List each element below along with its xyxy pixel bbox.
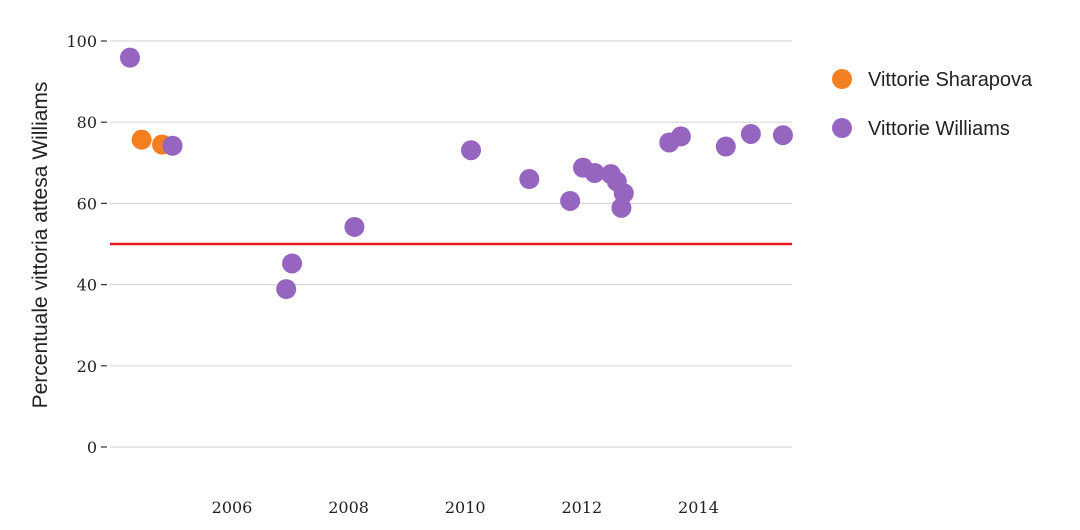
- legend: Vittorie Sharapova Vittorie Williams: [832, 69, 1033, 140]
- point-sharapova-0[interactable]: [131, 129, 152, 150]
- legend-label-williams: Vittorie Williams: [868, 118, 1010, 140]
- y-tick-label-80: 80: [77, 113, 97, 132]
- y-tick-label-100: 100: [66, 32, 97, 51]
- x-axis-ticks: 2006 2008 2010 2012 2014: [212, 498, 719, 517]
- point-williams-15[interactable]: [670, 126, 691, 147]
- y-axis-ticks: 0 20 40 60 80 100: [66, 32, 107, 457]
- legend-label-sharapova: Vittorie Sharapova: [868, 69, 1033, 91]
- point-williams-7[interactable]: [560, 190, 581, 211]
- point-williams-2[interactable]: [276, 279, 297, 300]
- gridlines: [110, 40, 792, 448]
- x-tick-label-2010: 2010: [445, 498, 486, 517]
- legend-marker-sharapova: [832, 69, 852, 89]
- legend-marker-williams: [832, 118, 852, 138]
- point-williams-16[interactable]: [715, 136, 736, 157]
- point-williams-13[interactable]: [611, 197, 632, 218]
- legend-item-williams[interactable]: Vittorie Williams: [832, 118, 1010, 140]
- point-williams-3[interactable]: [282, 253, 303, 274]
- x-tick-label-2006: 2006: [212, 498, 253, 517]
- x-tick-label-2012: 2012: [561, 498, 602, 517]
- y-axis-label: Percentuale vittoria attesa Williams: [29, 82, 52, 409]
- point-williams-1[interactable]: [162, 135, 183, 156]
- point-williams-6[interactable]: [519, 169, 540, 190]
- point-williams-18[interactable]: [772, 125, 793, 146]
- point-williams-4[interactable]: [344, 216, 365, 237]
- y-tick-label-40: 40: [77, 276, 97, 295]
- y-tick-label-0: 0: [87, 438, 97, 457]
- y-tick-label-20: 20: [77, 357, 97, 376]
- point-williams-9[interactable]: [584, 162, 605, 183]
- point-williams-17[interactable]: [740, 123, 761, 144]
- x-tick-label-2008: 2008: [328, 498, 369, 517]
- data-points: [119, 47, 793, 300]
- y-tick-label-60: 60: [77, 194, 97, 213]
- point-williams-0[interactable]: [119, 47, 140, 68]
- x-tick-label-2014: 2014: [678, 498, 719, 517]
- legend-item-sharapova[interactable]: Vittorie Sharapova: [832, 69, 1033, 91]
- point-williams-5[interactable]: [461, 140, 482, 161]
